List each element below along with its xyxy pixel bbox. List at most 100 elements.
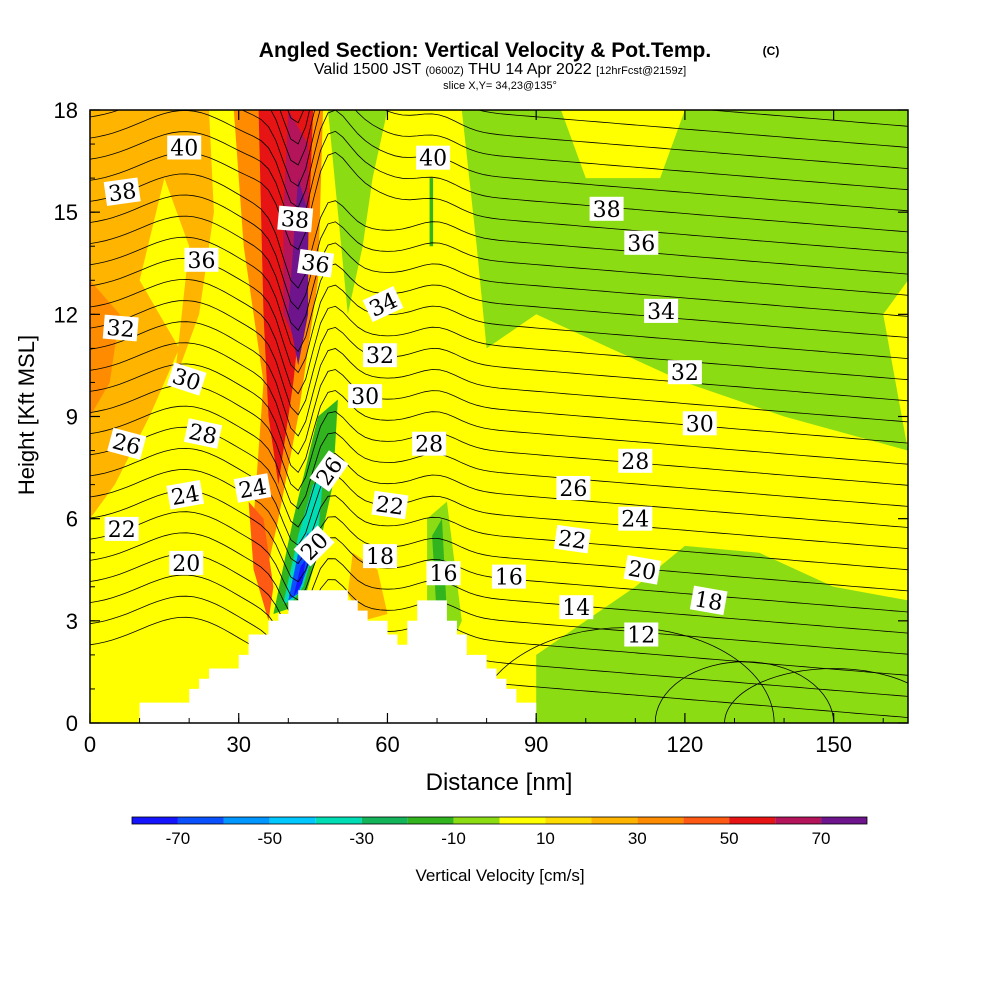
contour-label-text: 40 bbox=[419, 147, 447, 172]
theta-contour-40 bbox=[287, 110, 908, 127]
contour-label-box bbox=[682, 411, 717, 436]
contour-label-18: 18 bbox=[363, 544, 397, 570]
colorbar-swatch bbox=[637, 817, 684, 824]
colorbar-swatch bbox=[499, 817, 546, 824]
colorbar-swatch bbox=[269, 817, 316, 824]
contour-label-34: 34 bbox=[644, 298, 679, 325]
contour-label-text: 34 bbox=[647, 300, 675, 325]
contour-label-text: 24 bbox=[621, 508, 649, 533]
y-tick-label: 3 bbox=[66, 609, 78, 634]
contour-label-text: 20 bbox=[626, 557, 658, 586]
velocity-region-left-updraft-broad bbox=[90, 110, 180, 519]
colorbar-tick-label: -10 bbox=[441, 829, 466, 848]
y-tick-label: 9 bbox=[66, 405, 78, 430]
theta-contour-28 bbox=[90, 278, 908, 395]
contour-label-box bbox=[371, 490, 409, 520]
contour-label-24: 24 bbox=[166, 480, 205, 511]
contour-label-box bbox=[689, 585, 728, 616]
colorbar-tick-label: 50 bbox=[720, 829, 739, 848]
valid-forecast: [12hrFcst@2159z] bbox=[596, 65, 686, 77]
contour-label-36: 36 bbox=[184, 247, 219, 274]
contour-label-box bbox=[618, 506, 653, 531]
colorbar-swatch bbox=[223, 817, 270, 824]
velocity-region-lower-red-band bbox=[248, 501, 274, 621]
contour-label-26: 26 bbox=[107, 427, 147, 461]
contour-label-box bbox=[102, 314, 139, 342]
contour-label-38: 38 bbox=[277, 205, 314, 234]
contour-label-box bbox=[107, 427, 147, 460]
valid-prefix: Valid 1500 JST bbox=[314, 61, 422, 78]
contour-label-box bbox=[426, 561, 461, 586]
theta-contour-36 bbox=[90, 110, 908, 212]
contour-label-32: 32 bbox=[667, 360, 702, 386]
y-tick-label: 6 bbox=[66, 507, 78, 532]
y-tick-label: 18 bbox=[54, 98, 78, 123]
contour-label-38: 38 bbox=[589, 196, 624, 223]
valid-date: THU 14 Apr 2022 bbox=[468, 61, 592, 78]
theta-contour-20 bbox=[90, 447, 908, 549]
contour-label-box bbox=[309, 450, 349, 492]
contour-label-box bbox=[667, 360, 702, 385]
contour-label-box bbox=[103, 177, 141, 206]
contour-label-box bbox=[183, 418, 223, 449]
contour-label-text: 32 bbox=[671, 361, 699, 386]
contour-label-28: 28 bbox=[183, 418, 223, 450]
contour-label-box bbox=[589, 196, 624, 221]
contour-label-box bbox=[277, 205, 314, 233]
contour-label-30: 30 bbox=[682, 411, 717, 437]
colorbar-swatch bbox=[683, 817, 730, 824]
theta-contour-24 bbox=[90, 363, 908, 474]
theta-contour-25 bbox=[90, 342, 908, 455]
colorbar-swatch bbox=[407, 817, 454, 824]
contour-label-text: 38 bbox=[280, 207, 310, 234]
contour-label-box bbox=[362, 286, 404, 323]
contour-label-40: 40 bbox=[416, 145, 451, 172]
contour-label-text: 38 bbox=[107, 179, 138, 208]
velocity-region-downdraft-band-peak bbox=[293, 559, 306, 597]
colorbar-swatch bbox=[453, 817, 500, 824]
contour-label-text: 18 bbox=[366, 545, 394, 570]
contour-label-text: 14 bbox=[562, 596, 590, 621]
colorbar-swatch bbox=[315, 817, 362, 824]
contour-label-box bbox=[184, 247, 219, 272]
theta-contour-37 bbox=[90, 110, 908, 191]
theta-contour-35 bbox=[90, 130, 908, 233]
contour-label-text: 32 bbox=[366, 344, 394, 369]
velocity-region-upper-right-sink bbox=[461, 110, 908, 451]
contour-label-text: 30 bbox=[686, 412, 714, 437]
colorbar-tick-label: 70 bbox=[812, 829, 831, 848]
contour-label-24: 24 bbox=[233, 473, 272, 504]
x-tick-label: 150 bbox=[815, 732, 852, 757]
contour-label-box bbox=[624, 622, 659, 647]
contour-label-box bbox=[166, 480, 205, 510]
contour-label-14: 14 bbox=[559, 595, 594, 621]
contour-label-text: 28 bbox=[415, 433, 443, 458]
contour-label-18: 18 bbox=[689, 585, 728, 617]
contour-label-box bbox=[167, 135, 202, 160]
contour-label-box bbox=[293, 525, 335, 567]
contour-label-text: 28 bbox=[621, 450, 649, 475]
theta-contour-18 bbox=[90, 490, 908, 592]
contour-label-28: 28 bbox=[618, 448, 653, 475]
contour-label-box bbox=[491, 564, 526, 589]
contour-label-text: 38 bbox=[593, 198, 621, 223]
x-tick-label: 90 bbox=[524, 732, 548, 757]
colorbar-swatch bbox=[177, 817, 224, 824]
contour-label-30: 30 bbox=[348, 384, 383, 410]
colorbar-tick-label: 10 bbox=[536, 829, 555, 848]
contour-label-text: 36 bbox=[300, 250, 331, 279]
low-level-contour-1 bbox=[654, 661, 835, 723]
contour-label-24: 24 bbox=[618, 506, 653, 533]
velocity-region-downdraft-band-outer bbox=[273, 399, 338, 614]
contour-label-22: 22 bbox=[371, 490, 409, 521]
title-copyright-mark: (C) bbox=[763, 44, 780, 58]
theta-contour-31 bbox=[90, 215, 908, 331]
contour-label-text: 18 bbox=[692, 587, 724, 616]
velocity-region-upper-left-orange bbox=[139, 110, 214, 383]
contour-label-text: 16 bbox=[430, 562, 458, 587]
slice-info: slice X,Y= 34,23@135° bbox=[443, 80, 557, 92]
theta-contour-layer bbox=[90, 110, 908, 723]
